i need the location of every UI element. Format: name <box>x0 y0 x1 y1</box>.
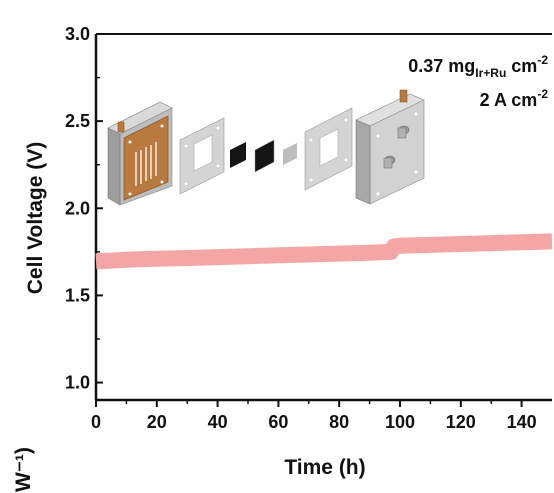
y-tick-label: 2.5 <box>65 111 90 131</box>
y-tick-label: 3.0 <box>65 24 90 44</box>
x-tick-label: 40 <box>208 412 228 432</box>
series-layer <box>95 233 553 270</box>
loading-subscript: Ir+Ru <box>475 66 506 80</box>
axes <box>94 33 552 402</box>
loading-unit: cm <box>506 56 537 76</box>
gasket-left <box>179 117 225 195</box>
y-tick-label: 1.0 <box>65 373 90 393</box>
x-tick-label: 20 <box>147 412 167 432</box>
loading-value: 0.37 mg <box>408 56 475 76</box>
gas-diffusion-layer-right <box>283 143 297 165</box>
current-value: 2 A cm <box>480 90 538 110</box>
end-plate-right <box>355 89 425 205</box>
x-tick-label: 0 <box>91 412 101 432</box>
gas-diffusion-layer-left <box>230 142 246 168</box>
gasket-right <box>304 107 353 191</box>
y-ticks: 1.0 1.5 2.0 2.5 3.0 <box>65 24 103 393</box>
current-annotation: 2 A cm-2 <box>480 87 549 110</box>
y-axis-title: Cell Voltage (V) <box>24 142 47 294</box>
exploded-electrolyzer-cell-icon <box>107 89 425 206</box>
loading-annotation: 0.37 mgIr+Ru cm-2 <box>408 53 548 80</box>
x-tick-label: 100 <box>385 412 415 432</box>
x-axis-title: Time (h) <box>284 456 365 479</box>
y-tick-label: 1.5 <box>65 285 90 305</box>
loading-exponent: -2 <box>537 53 548 67</box>
voltage-series-line <box>95 233 553 270</box>
x-ticks: 0 20 40 60 80 100 120 140 <box>91 400 537 432</box>
partial-axis-label: W⁻¹) <box>12 447 35 492</box>
current-exponent: -2 <box>537 87 548 101</box>
y-tick-label: 2.0 <box>65 198 90 218</box>
x-tick-label: 60 <box>268 412 288 432</box>
x-tick-label: 140 <box>507 412 537 432</box>
membrane-electrode-assembly <box>254 139 275 173</box>
x-tick-label: 80 <box>329 412 349 432</box>
end-plate-left <box>107 101 173 206</box>
x-tick-label: 120 <box>446 412 476 432</box>
